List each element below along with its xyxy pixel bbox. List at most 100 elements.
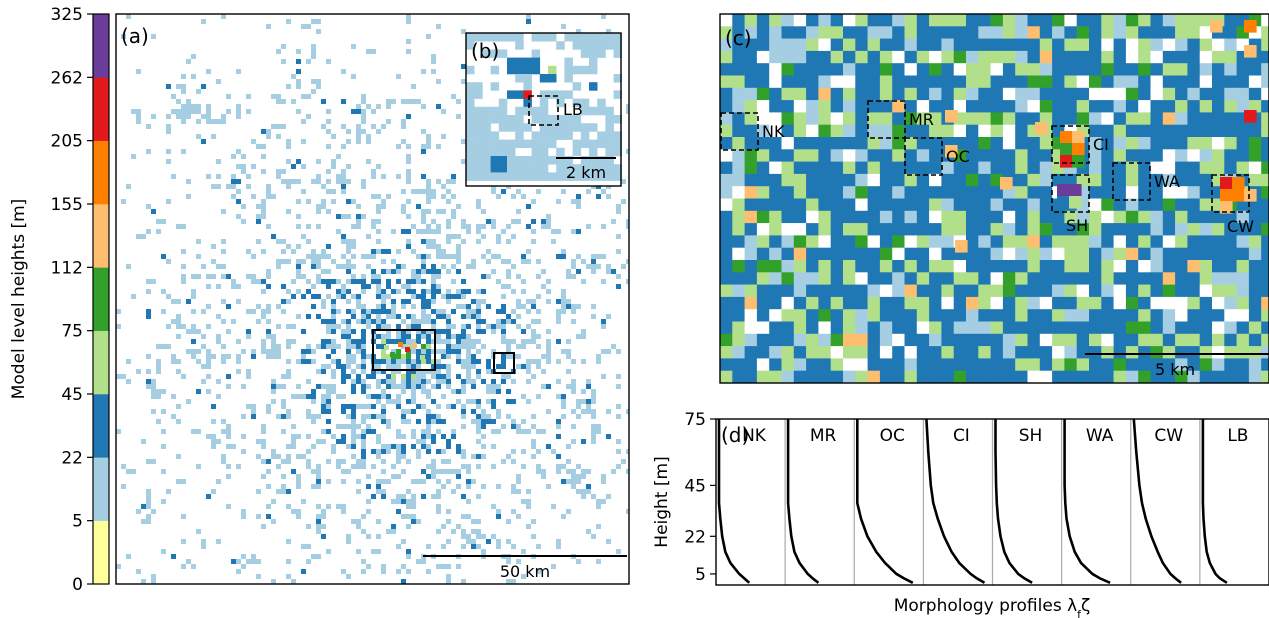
map-a-cell (431, 194, 436, 199)
map-c-cell (1113, 63, 1127, 76)
map-a-cell (526, 364, 531, 369)
map-a-cell (366, 424, 371, 429)
map-c-cell (793, 149, 807, 162)
map-a-cell (576, 194, 581, 199)
map-a-cell (426, 289, 431, 294)
map-a-cell (341, 189, 346, 194)
map-c-cell (1113, 358, 1127, 371)
map-c-cell (916, 321, 930, 335)
map-a-cell (351, 354, 356, 359)
map-a-cell (281, 489, 286, 494)
map-a-cell (226, 329, 231, 334)
map-a-cell (476, 494, 481, 499)
map-c-cell (867, 38, 881, 52)
map-a-cell (256, 214, 261, 219)
map-c-cell (1052, 309, 1065, 322)
map-c-cell (1236, 333, 1250, 347)
map-a-cell (351, 384, 356, 389)
map-a-cell (406, 289, 411, 294)
map-c-cell (929, 284, 942, 298)
map-a-cell (461, 224, 466, 229)
map-c-cell (1101, 14, 1114, 27)
map-a-cell (416, 519, 421, 524)
map-b-cell (474, 147, 483, 157)
map-a-cell (306, 544, 311, 549)
map-a-cell (321, 399, 326, 404)
map-c-cell (1162, 50, 1176, 64)
map-a-cell (401, 284, 406, 289)
map-a-cell (191, 564, 196, 569)
map-a-cell (256, 574, 261, 579)
map-a-cell (296, 484, 301, 489)
map-c-cell (769, 149, 782, 162)
map-b-cell (507, 164, 516, 173)
map-a-cell (456, 474, 461, 479)
map-a-cell (396, 289, 401, 294)
map-a-cell (426, 184, 431, 189)
map-b-cell (515, 164, 524, 173)
map-a-cell (321, 269, 326, 274)
map-a-cell (461, 494, 466, 499)
map-a-cell (431, 324, 436, 329)
map-a-cell (531, 329, 536, 334)
map-a-cell (276, 94, 281, 99)
map-c-cell (1125, 50, 1139, 64)
map-a-cell (531, 534, 536, 539)
map-b-cell (548, 172, 557, 181)
map-a-cell (361, 559, 366, 564)
map-a-cell (451, 234, 456, 239)
map-a-cell (476, 369, 481, 374)
map-c-cell (1212, 149, 1225, 162)
map-a-cell (596, 354, 601, 359)
map-c-cell (793, 284, 807, 298)
map-c-cell (879, 87, 893, 101)
map-a-cell (341, 369, 346, 374)
map-a-cell (501, 374, 506, 379)
map-c-cell (793, 296, 807, 310)
map-a-cell (346, 179, 351, 184)
map-c-cell (867, 26, 881, 39)
map-c-cell (1162, 186, 1176, 199)
map-a-cell (331, 279, 336, 284)
map-a-cell (601, 474, 606, 479)
map-b-cell (515, 156, 524, 165)
map-a-cell (566, 369, 571, 374)
map-c-cell (793, 309, 807, 322)
map-a-cell (181, 279, 186, 284)
map-a-cell (481, 379, 486, 384)
map-b-cell (507, 139, 516, 149)
map-a-cell (356, 519, 361, 524)
map-c-cell (1248, 75, 1262, 89)
map-c-cell (756, 333, 770, 347)
map-b-cell (515, 115, 524, 124)
map-a-cell (431, 189, 436, 194)
map-a-cell (361, 439, 366, 444)
map-a-cell (401, 414, 406, 419)
colorbar-tick-label: 112 (51, 258, 83, 278)
map-c-cell (1248, 346, 1262, 359)
map-c-cell (1039, 100, 1053, 113)
map-c-cell (1101, 112, 1114, 125)
map-a-cell (306, 379, 311, 384)
map-a-cell (356, 424, 361, 429)
map-a-cell (616, 204, 621, 209)
map-c-cell (1015, 75, 1028, 89)
map-c-cell (1125, 186, 1139, 199)
map-c-cell (1101, 223, 1114, 236)
map-a-cell (376, 249, 381, 254)
map-a-cell (611, 219, 616, 224)
map-a-cell (576, 479, 581, 484)
map-a-cell (381, 259, 386, 264)
map-c-cell (1027, 235, 1041, 248)
map-c-cell (867, 50, 881, 64)
map-a-cell (486, 414, 491, 419)
map-c-cell (830, 26, 844, 39)
map-a-cell (351, 519, 356, 524)
map-a-cell (616, 249, 621, 254)
map-c-cell (966, 235, 979, 248)
map-c-cell (1212, 333, 1225, 347)
map-a-cell (616, 234, 621, 239)
map-a-cell (211, 134, 216, 139)
map-a-cell (361, 464, 366, 469)
map-a-cell (271, 124, 276, 129)
